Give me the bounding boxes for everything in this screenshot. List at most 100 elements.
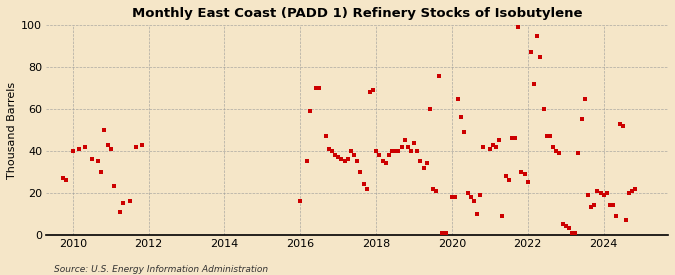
- Point: [525, 50, 536, 55]
- Point: [109, 184, 119, 189]
- Y-axis label: Thousand Barrels: Thousand Barrels: [7, 81, 17, 178]
- Point: [301, 159, 312, 164]
- Point: [513, 25, 524, 30]
- Point: [589, 203, 599, 208]
- Point: [383, 153, 394, 157]
- Point: [374, 153, 385, 157]
- Point: [554, 151, 565, 155]
- Point: [583, 193, 593, 197]
- Point: [358, 182, 369, 187]
- Point: [586, 205, 597, 210]
- Point: [425, 107, 435, 111]
- Point: [434, 73, 445, 78]
- Point: [472, 211, 483, 216]
- Point: [522, 180, 533, 185]
- Point: [364, 90, 375, 95]
- Point: [626, 188, 637, 193]
- Point: [560, 224, 571, 229]
- Point: [352, 159, 362, 164]
- Point: [601, 191, 612, 195]
- Point: [421, 161, 432, 166]
- Point: [558, 222, 568, 226]
- Point: [349, 153, 360, 157]
- Point: [418, 166, 429, 170]
- Point: [605, 203, 616, 208]
- Point: [529, 82, 539, 86]
- Point: [361, 186, 372, 191]
- Point: [105, 147, 116, 151]
- Point: [453, 96, 464, 101]
- Point: [336, 157, 347, 161]
- Point: [535, 54, 545, 59]
- Point: [485, 147, 495, 151]
- Point: [368, 88, 379, 92]
- Point: [99, 128, 109, 132]
- Point: [500, 174, 511, 178]
- Point: [321, 134, 331, 138]
- Point: [630, 186, 641, 191]
- Point: [614, 122, 625, 126]
- Point: [310, 86, 321, 90]
- Point: [506, 136, 517, 141]
- Point: [389, 149, 400, 153]
- Point: [595, 191, 606, 195]
- Point: [314, 86, 325, 90]
- Point: [36, 92, 47, 97]
- Point: [39, 88, 50, 92]
- Point: [494, 138, 505, 143]
- Point: [346, 149, 356, 153]
- Point: [427, 186, 438, 191]
- Point: [340, 159, 350, 164]
- Point: [333, 155, 344, 160]
- Point: [137, 142, 148, 147]
- Point: [450, 195, 460, 199]
- Point: [456, 115, 467, 120]
- Point: [387, 149, 398, 153]
- Point: [371, 149, 381, 153]
- Point: [617, 123, 628, 128]
- Point: [497, 214, 508, 218]
- Point: [396, 144, 407, 149]
- Point: [86, 157, 97, 161]
- Point: [124, 199, 135, 203]
- Title: Monthly East Coast (PADD 1) Refinery Stocks of Isobutylene: Monthly East Coast (PADD 1) Refinery Sto…: [132, 7, 583, 20]
- Point: [399, 138, 410, 143]
- Point: [440, 230, 451, 235]
- Point: [532, 34, 543, 38]
- Point: [459, 130, 470, 134]
- Point: [475, 193, 486, 197]
- Point: [80, 144, 90, 149]
- Point: [544, 134, 555, 138]
- Text: Source: U.S. Energy Information Administration: Source: U.S. Energy Information Administ…: [54, 265, 268, 274]
- Point: [93, 159, 104, 164]
- Point: [96, 170, 107, 174]
- Point: [611, 214, 622, 218]
- Point: [323, 147, 334, 151]
- Point: [608, 203, 618, 208]
- Point: [620, 218, 631, 222]
- Point: [592, 188, 603, 193]
- Point: [61, 178, 72, 182]
- Point: [115, 209, 126, 214]
- Point: [624, 191, 634, 195]
- Point: [393, 149, 404, 153]
- Point: [118, 201, 129, 205]
- Point: [304, 109, 315, 113]
- Point: [437, 230, 448, 235]
- Point: [491, 144, 502, 149]
- Point: [551, 149, 562, 153]
- Point: [408, 140, 419, 145]
- Point: [510, 136, 520, 141]
- Point: [447, 195, 458, 199]
- Point: [548, 144, 559, 149]
- Point: [478, 144, 489, 149]
- Point: [579, 96, 590, 101]
- Point: [327, 149, 338, 153]
- Point: [74, 147, 84, 151]
- Point: [295, 199, 306, 203]
- Point: [504, 178, 514, 182]
- Point: [564, 226, 574, 230]
- Point: [519, 172, 530, 176]
- Point: [342, 157, 353, 161]
- Point: [570, 230, 580, 235]
